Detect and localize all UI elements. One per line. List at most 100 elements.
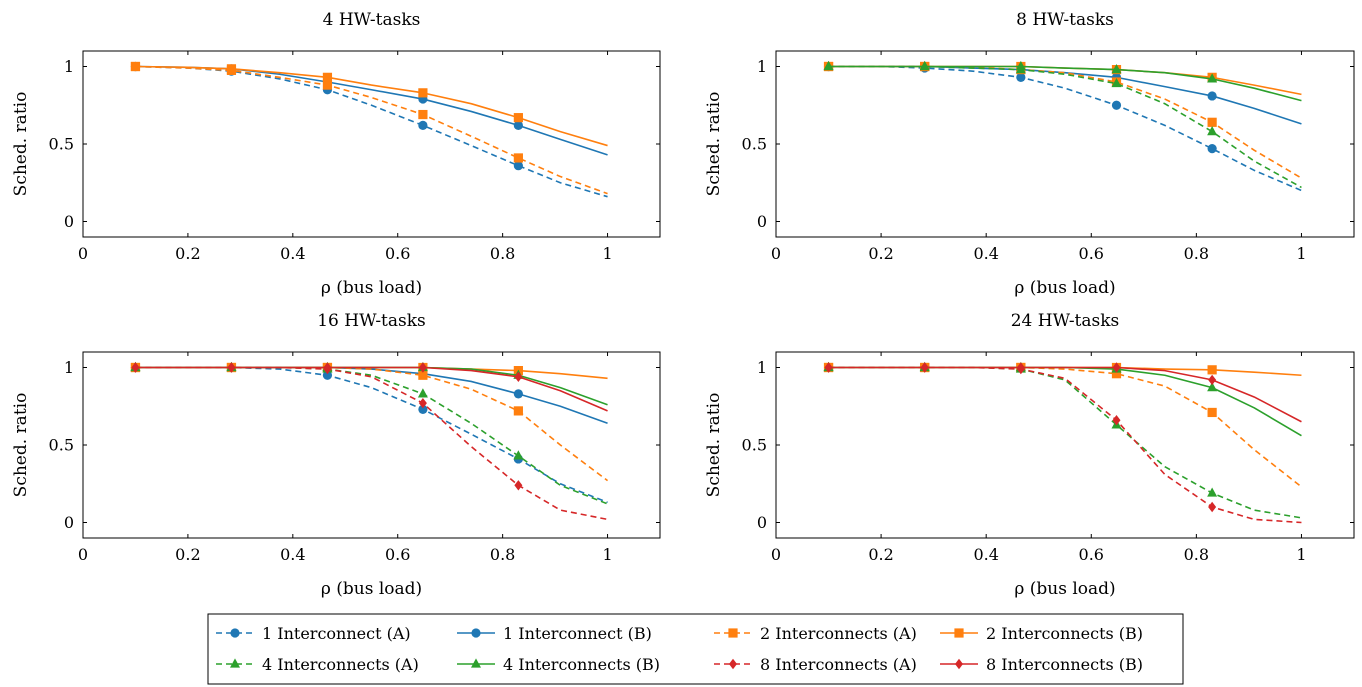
series-line [135,366,608,425]
x-tick-label: 0 [771,244,781,263]
legend-label: 2 Interconnects (A) [760,624,917,643]
data-point [513,153,523,163]
x-tick-label: 0.4 [973,545,998,564]
x-tick-label: 0.8 [1184,545,1209,564]
legend-label: 1 Interconnect (A) [262,624,411,643]
x-tick-label: 1 [602,545,612,564]
y-tick-label: 0.5 [49,135,74,154]
x-axis-label: ρ (bus load) [321,278,422,298]
data-point [131,362,140,373]
legend-label: 1 Interconnect (B) [503,624,652,643]
series-line [135,366,608,412]
series-4-interconnects-b [823,60,1302,102]
panel-4: 24 HW-tasks 0 0.2 0.4 0.6 0.8 1 0 0.5 1 ρ (bus loa… [704,311,1355,599]
x-tick-label: 0.4 [280,244,305,263]
data-point [227,362,236,373]
data-point [920,362,929,373]
x-tick-label: 0.8 [490,545,515,564]
panel-title: 4 HW-tasks [323,10,421,30]
legend-entry-2-interconnects-b: 2 Interconnects (B) [940,624,1143,643]
series-line [828,65,1302,102]
data-point [513,450,524,460]
y-tick-label: 1 [64,57,74,76]
x-tick-label: 0.2 [175,545,200,564]
x-tick-label: 0.2 [868,244,893,263]
y-axis-label: Sched. ratio [704,92,724,197]
y-axis-label: Sched. ratio [11,92,31,197]
data-point [322,72,333,82]
x-tick-label: 0.6 [1079,244,1104,263]
x-tick-label: 0 [771,545,781,564]
legend-swatch-marker [230,658,240,668]
data-point [513,120,523,130]
series-line [828,366,1302,524]
data-point [1207,91,1217,101]
series-8-interconnects-a [131,362,608,521]
data-point [418,88,428,98]
plot-frame [82,351,661,539]
legend-entry-2-interconnects-a: 2 Interconnects (A) [714,624,917,643]
data-point [1207,126,1218,136]
y-tick-label: 0 [757,212,767,231]
series-8-interconnects-b [824,362,1302,423]
legend-entry-1-interconnect-a: 1 Interconnect (A) [216,624,411,643]
x-axis-label: ρ (bus load) [321,579,422,599]
legend-entry-1-interconnect-b: 1 Interconnect (B) [457,624,652,643]
data-point [1111,100,1122,110]
x-tick-label: 0 [78,244,88,263]
legend-label: 4 Interconnects (A) [262,655,419,674]
x-tick-label: 0.4 [280,545,305,564]
data-point [323,362,332,373]
data-point [1016,72,1026,82]
legend-swatch-marker [728,628,738,638]
y-tick-label: 0.5 [742,135,767,154]
data-point [1207,365,1217,375]
data-point [418,362,427,373]
x-tick-label: 0.8 [1184,244,1209,263]
series-line [135,366,608,521]
x-tick-label: 0.6 [385,244,410,263]
series-1-interconnect-b [130,61,608,156]
data-point [1207,382,1218,392]
x-tick-label: 1 [602,244,612,263]
legend-swatch-marker [471,628,481,638]
series-4-interconnects-b [823,361,1302,437]
data-point [1207,487,1218,497]
data-point [1016,362,1025,373]
data-point [513,161,523,171]
data-point [322,80,333,90]
series-1-interconnect-a [130,362,608,504]
data-point [1208,501,1217,513]
data-point [1207,73,1218,83]
data-point [1207,117,1217,127]
data-point [1015,60,1026,71]
series-line [135,65,608,195]
legend-label: 8 Interconnects (A) [760,655,917,674]
y-tick-label: 0.5 [742,436,767,455]
data-point [513,389,523,399]
data-point [418,370,428,380]
data-point [1111,369,1122,379]
x-tick-label: 0.8 [490,244,515,263]
y-tick-label: 1 [757,358,767,377]
data-point [418,404,428,414]
data-point [322,370,333,380]
legend-entry-4-interconnects-b: 4 Interconnects (B) [457,655,660,674]
x-tick-label: 0.2 [868,545,893,564]
y-tick-label: 0 [757,513,767,532]
data-point [418,109,428,120]
data-point [513,406,523,416]
x-tick-label: 1 [1296,244,1306,263]
series-line [135,366,608,505]
x-axis-label: ρ (bus load) [1014,278,1115,298]
legend-label: 8 Interconnects (B) [986,655,1143,674]
panel-title: 16 HW-tasks [317,311,426,331]
data-point [1111,77,1122,88]
data-point [513,113,523,123]
y-tick-label: 1 [757,57,767,76]
series-line [828,65,1302,189]
panel-1: 4 HW-tasks 0 0.2 0.4 0.6 0.8 1 0 0.5 1 ρ (bus load… [11,10,661,298]
series-line [828,65,1302,125]
series-line [828,366,1302,488]
